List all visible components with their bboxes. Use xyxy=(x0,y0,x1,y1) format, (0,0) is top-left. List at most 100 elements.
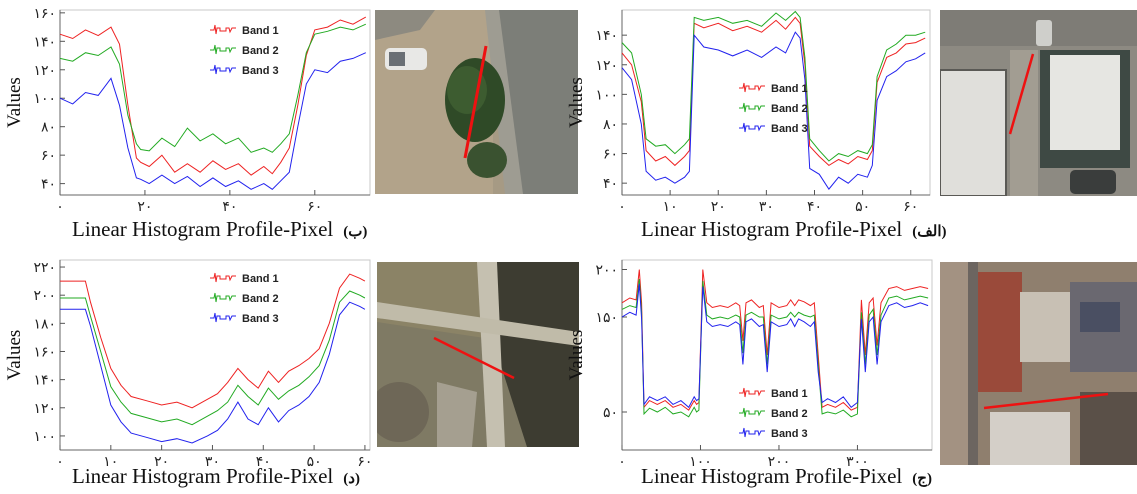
caption-jim: Linear Histogram Profile-Pixel (ج) xyxy=(641,464,932,489)
x-tick-label: ۱۰۰ xyxy=(689,455,712,470)
series-line-2 xyxy=(60,290,366,426)
legend-swatch xyxy=(739,82,765,93)
caption-alef: Linear Histogram Profile-Pixel (الف) xyxy=(641,217,947,242)
y-tick-label: ۱۶۰ xyxy=(33,7,56,22)
y-tick-label: ۸۰ xyxy=(603,118,618,133)
x-tick-label: ۲۰۰ xyxy=(768,455,791,470)
chart-panel-b: ۴۰ ۶۰ ۸۰ ۱۰۰ ۱۲۰ ۱۴۰ ۱۶۰ ۰ ۲۰ ۴۰ ۶۰ Values Band 1 Ban… xyxy=(0,0,372,248)
series-line-3 xyxy=(60,301,366,444)
y-tick-label: ۲۰۰ xyxy=(595,264,618,279)
legend-label: Band 3 xyxy=(242,65,279,77)
series-line-3 xyxy=(621,31,926,190)
aerial-image-crosswalk xyxy=(377,262,579,447)
crosswalk-line-image xyxy=(377,262,579,447)
xlabel-jim: Linear Histogram Profile-Pixel xyxy=(641,464,903,488)
legend-label: Band 2 xyxy=(242,293,279,305)
y-axis-label: Values xyxy=(4,330,25,381)
x-tick-label: ۵۰ xyxy=(855,200,870,215)
y-tick-label: ۶۰ xyxy=(603,148,618,163)
series-line-3 xyxy=(621,283,929,409)
x-tick-label: ۳۰ xyxy=(759,200,774,215)
y-tick-label: ۱۲۰ xyxy=(33,64,56,79)
legend-label: Band 2 xyxy=(771,408,808,420)
panel-label-alef: (الف) xyxy=(912,224,947,240)
y-tick-label: ۱۴۰ xyxy=(33,35,56,50)
series-line-1 xyxy=(60,273,366,409)
chart-panel-alef: ۴۰ ۶۰ ۸۰ ۱۰۰ ۱۲۰ ۱۴۰ ۰ ۱۰ ۲۰ ۳۰ ۴۰ ۵۰ ۶۰ Values Band 1… xyxy=(566,0,947,248)
x-tick-label: ۶۰ xyxy=(903,200,918,215)
x-tick-label: ۱۰ xyxy=(663,200,678,215)
x-tick-label: ۰ xyxy=(56,455,64,470)
chart-panel-dal: ۱۰۰ ۱۲۰ ۱۴۰ ۱۶۰ ۱۸۰ ۲۰۰ ۲۲۰ ۰ ۱۰ ۲۰ ۳۰ ۴۰ ۵۰ ۶۰ Values… xyxy=(0,250,372,494)
legend-label: Band 2 xyxy=(242,45,279,57)
x-tick-label: ۰ xyxy=(618,200,626,215)
aerial-image-buildings xyxy=(940,10,1137,196)
aerial-image-tree xyxy=(375,10,578,194)
y-tick-label: ۴۰ xyxy=(41,178,56,193)
x-tick-label: ۲۰ xyxy=(711,200,726,215)
chart-b: ۴۰ ۶۰ ۸۰ ۱۰۰ ۱۲۰ ۱۴۰ ۱۶۰ ۰ ۲۰ ۴۰ ۶۰ Values Band 1 Ban… xyxy=(4,7,371,215)
chart-panel-jim: ۵۰ ۱۵۰ ۲۰۰ ۰ ۱۰۰ ۲۰۰ ۳۰۰ Values Band 1 Band 2 Band… xyxy=(566,250,938,494)
legend-swatch xyxy=(739,122,765,133)
panel-label-dal: (د) xyxy=(343,471,360,487)
xlabel-alef: Linear Histogram Profile-Pixel xyxy=(641,217,903,241)
x-tick-label: ۰ xyxy=(618,455,626,470)
x-tick-label: ۴۰ xyxy=(256,455,271,470)
x-tick-label: ۲۰ xyxy=(154,455,169,470)
x-tick-label: ۴۰ xyxy=(222,200,237,215)
profile-line xyxy=(1008,53,1035,135)
legend-swatch xyxy=(210,24,236,35)
y-axis-label: Values xyxy=(566,330,587,381)
legend-label: Band 1 xyxy=(771,388,808,400)
chart-dal: ۱۰۰ ۱۲۰ ۱۴۰ ۱۶۰ ۱۸۰ ۲۰۰ ۲۲۰ ۰ ۱۰ ۲۰ ۳۰ ۴۰ ۵۰ ۶۰ Values… xyxy=(4,259,372,470)
panel-label-b: (ب) xyxy=(343,224,368,240)
y-tick-label: ۲۰۰ xyxy=(33,289,56,304)
legend-swatch xyxy=(739,427,765,438)
series-line-3 xyxy=(59,52,367,190)
aerial-image-city xyxy=(940,262,1137,465)
legend-label: Band 3 xyxy=(771,123,808,135)
legend-label: Band 3 xyxy=(242,313,279,325)
tree-line-image xyxy=(375,10,578,194)
legend-swatch xyxy=(210,272,236,283)
legend-label: Band 1 xyxy=(242,273,279,285)
chart-jim: ۵۰ ۱۵۰ ۲۰۰ ۰ ۱۰۰ ۲۰۰ ۳۰۰ Values Band 1 Band 2 Band… xyxy=(566,259,933,470)
xlabel-b: Linear Histogram Profile-Pixel xyxy=(72,217,334,241)
legend-label: Band 1 xyxy=(242,25,279,37)
legend-swatch xyxy=(739,407,765,418)
x-tick-label: ۳۰۰ xyxy=(846,455,869,470)
profile-line xyxy=(433,336,515,380)
profile-line xyxy=(463,45,488,159)
y-tick-label: ۱۴۰ xyxy=(33,374,56,389)
x-tick-label: ۴۰ xyxy=(807,200,822,215)
profile-line xyxy=(983,392,1109,410)
y-axis-label: Values xyxy=(566,77,587,128)
x-tick-label: ۶۰ xyxy=(307,200,322,215)
y-tick-label: ۱۵۰ xyxy=(595,311,618,326)
series-line-1 xyxy=(59,16,367,176)
x-tick-label: ۶۰ xyxy=(357,455,372,470)
series-line-2 xyxy=(621,278,929,418)
caption-dal: Linear Histogram Profile-Pixel (د) xyxy=(72,464,360,489)
legend-swatch xyxy=(739,102,765,113)
y-tick-label: ۸۰ xyxy=(41,121,56,136)
y-tick-label: ۱۸۰ xyxy=(33,317,56,332)
plot-frame xyxy=(621,259,933,451)
legend-swatch xyxy=(210,64,236,75)
buildings-line-image xyxy=(940,10,1137,196)
y-tick-label: ۱۰۰ xyxy=(33,92,56,107)
y-tick-label: ۵۰ xyxy=(603,406,618,421)
y-tick-label: ۱۴۰ xyxy=(595,29,618,44)
y-tick-label: ۱۲۰ xyxy=(33,402,56,417)
city-line-image xyxy=(940,262,1137,465)
y-tick-label: ۱۶۰ xyxy=(33,345,56,360)
legend-swatch xyxy=(210,312,236,323)
y-tick-label: ۱۰۰ xyxy=(595,88,618,103)
legend-label: Band 3 xyxy=(771,428,808,440)
xlabel-dal: Linear Histogram Profile-Pixel xyxy=(72,464,334,488)
y-tick-label: ۴۰ xyxy=(603,177,618,192)
x-tick-label: ۵۰ xyxy=(307,455,322,470)
legend-swatch xyxy=(210,44,236,55)
plot-frame xyxy=(59,9,371,196)
x-tick-label: ۲۰ xyxy=(137,200,152,215)
